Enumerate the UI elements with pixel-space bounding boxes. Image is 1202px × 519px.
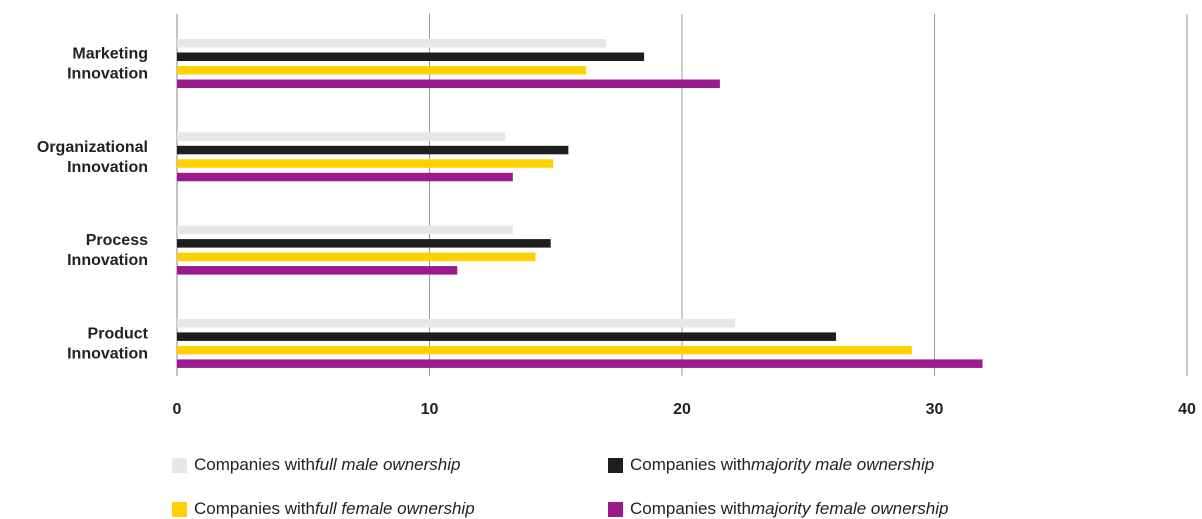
category-labels: Marketing Innovation Organizational Innovat… — [37, 46, 149, 363]
legend-prefix: Companies with — [630, 499, 751, 518]
bar — [177, 239, 551, 248]
legend-item-majority-male: Companies with majority male ownership — [608, 455, 934, 475]
legend-swatch — [172, 501, 187, 517]
bar — [177, 345, 912, 355]
legend-emphasis: full female ownership — [314, 499, 475, 518]
category-label: Marketing Innovation — [67, 46, 148, 83]
x-tick-labels: 0 10 20 30 40 — [173, 401, 1196, 418]
x-tick-label: 0 — [173, 401, 182, 418]
category-label-line: Organizational — [37, 139, 148, 156]
bar — [177, 359, 983, 368]
bar — [177, 225, 513, 235]
legend-emphasis: majority female ownership — [750, 499, 949, 518]
category-label-line: Innovation — [67, 345, 148, 362]
category-label-line: Marketing — [72, 46, 148, 63]
bar — [177, 39, 607, 48]
legend: Companies with full male ownership Compa… — [172, 455, 1072, 519]
legend-item-full-female: Companies with full female ownership — [172, 499, 475, 519]
legend-swatch — [608, 457, 623, 473]
legend-emphasis: majority male ownership — [750, 455, 935, 474]
legend-prefix: Companies with — [194, 499, 315, 518]
legend-swatch — [172, 457, 187, 473]
bar — [177, 66, 587, 75]
bar — [177, 145, 569, 155]
bar — [177, 159, 554, 168]
category-label-line: Product — [88, 325, 149, 342]
category-label: Product Innovation — [67, 325, 149, 362]
legend-prefix: Companies with — [630, 455, 751, 474]
category-label-line: Process — [86, 232, 148, 249]
bar — [177, 132, 506, 141]
bar — [177, 52, 645, 61]
bar-chart: Marketing Innovation Organizational Innovat… — [37, 14, 1196, 418]
legend-swatch — [608, 501, 623, 517]
category-label: Process Innovation — [67, 232, 148, 269]
legend-item-majority-female: Companies with majority female ownership — [608, 499, 948, 519]
legend-item-full-male: Companies with full male ownership — [172, 455, 460, 475]
bar — [177, 252, 536, 262]
category-label-line: Innovation — [67, 252, 148, 269]
bar — [177, 79, 720, 88]
x-tick-label: 40 — [1178, 401, 1196, 418]
bar — [177, 332, 837, 341]
x-tick-label: 20 — [673, 401, 691, 418]
category-label-line: Innovation — [67, 66, 148, 83]
x-tick-label: 30 — [926, 401, 944, 418]
category-label: Organizational Innovation — [37, 139, 148, 176]
bar — [177, 318, 736, 328]
category-label-line: Innovation — [67, 159, 148, 176]
bar — [177, 266, 458, 275]
legend-emphasis: full male ownership — [314, 455, 461, 474]
legend-prefix: Companies with — [194, 455, 315, 474]
bars — [177, 39, 983, 368]
bar — [177, 172, 513, 182]
x-tick-label: 10 — [421, 401, 439, 418]
